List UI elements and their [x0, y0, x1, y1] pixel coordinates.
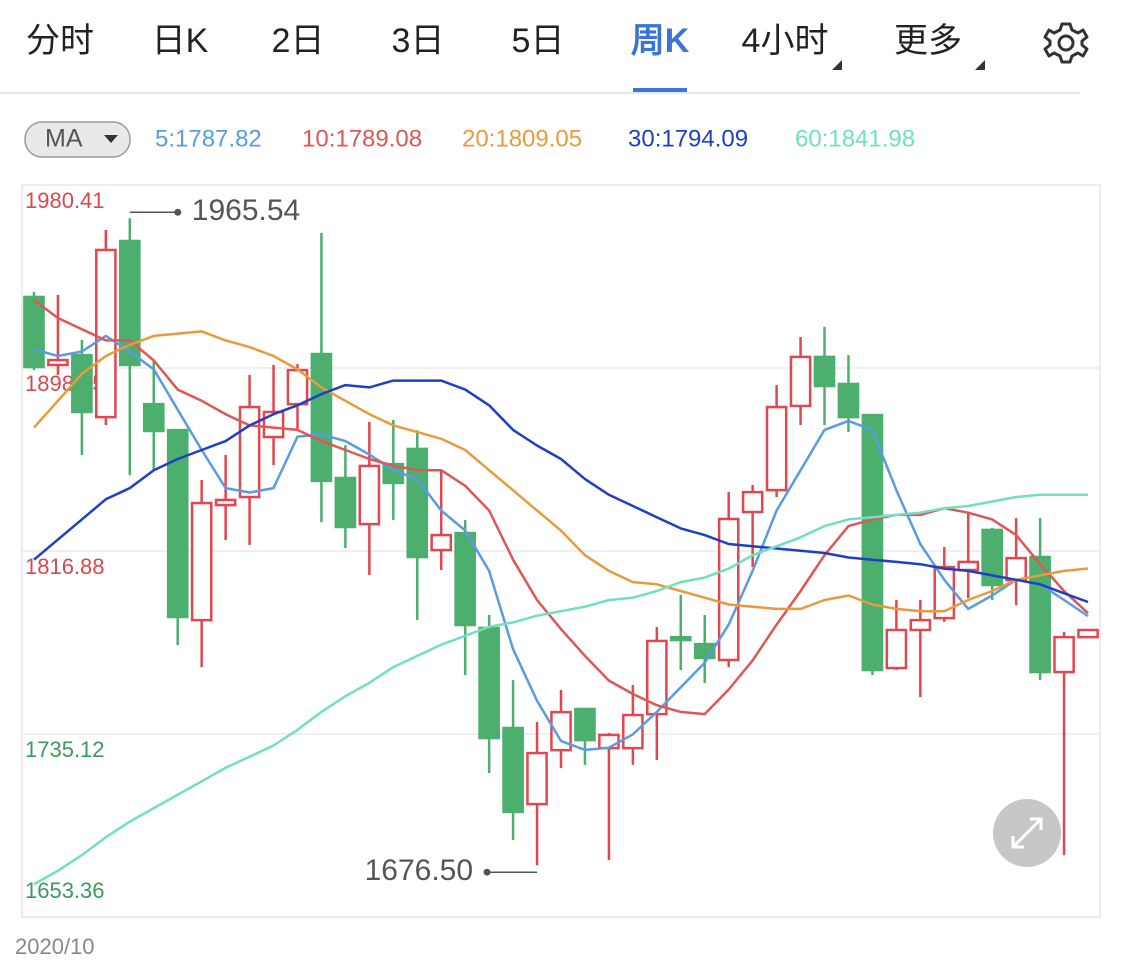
- candle-body: [142, 402, 165, 433]
- candle-body: [861, 413, 884, 672]
- candle-body: [23, 295, 45, 369]
- ma-legend: 20:1809.05: [462, 125, 582, 152]
- candle-body: [885, 628, 908, 670]
- candle-body: [71, 353, 93, 414]
- ma-legend: 5:1787.82: [155, 125, 262, 152]
- candle-body: [669, 635, 692, 642]
- candle-body: [741, 490, 764, 514]
- candle-body: [526, 751, 548, 806]
- low-dot: [483, 868, 491, 876]
- indicator-selector[interactable]: MA: [24, 121, 131, 158]
- candle-body: [598, 733, 620, 750]
- tab-label[interactable]: 日K: [152, 22, 209, 60]
- candle-body: [502, 726, 524, 814]
- selector-pill[interactable]: [24, 121, 131, 158]
- candle-body: [454, 531, 477, 627]
- low-label: 1676.50: [365, 854, 473, 887]
- candle-body: [574, 707, 596, 742]
- candle-body: [47, 358, 69, 367]
- y-tick-label: 1816.88: [25, 554, 105, 579]
- candle-body: [334, 476, 357, 529]
- indicator-label[interactable]: MA: [45, 125, 83, 153]
- candle-body: [1077, 628, 1099, 639]
- settings-icon[interactable]: [1043, 22, 1089, 64]
- candle-body: [981, 528, 1004, 587]
- tab-label[interactable]: 4小时: [742, 22, 829, 60]
- candle-body: [478, 626, 500, 740]
- candle-body: [550, 710, 572, 752]
- candle-body: [190, 501, 213, 622]
- ma-legend: 10:1789.08: [302, 125, 422, 152]
- expand-button[interactable]: [993, 799, 1061, 867]
- tab-label[interactable]: 分时: [26, 22, 94, 60]
- ma-line: [33, 334, 1089, 752]
- candle-body: [645, 639, 668, 716]
- y-tick-label: 1980.41: [25, 188, 105, 213]
- candle-body: [789, 355, 812, 408]
- ma-line: [33, 379, 1089, 604]
- candle-body: [262, 410, 285, 439]
- y-tick-label: 1735.12: [25, 737, 105, 762]
- tab-label[interactable]: 3日: [392, 22, 445, 60]
- candle-body: [813, 355, 836, 388]
- candle-body: [837, 382, 860, 419]
- candle-body: [118, 239, 141, 367]
- high-label: 1965.54: [192, 194, 300, 227]
- ma-legend: 60:1841.98: [795, 125, 915, 152]
- candle-body: [717, 517, 740, 662]
- candle-body: [622, 713, 644, 750]
- tab-label[interactable]: 5日: [512, 22, 565, 60]
- dropdown-corner: [832, 60, 842, 70]
- candle-body: [957, 560, 980, 572]
- candle-body: [765, 405, 788, 492]
- x-tick-label: 2020/10: [15, 934, 95, 959]
- tab-label[interactable]: 更多: [894, 22, 962, 60]
- candle-body: [1005, 556, 1027, 582]
- candle-body: [1053, 635, 1075, 674]
- ma-line: [33, 330, 1089, 613]
- candle-body: [238, 405, 261, 499]
- candle-body: [310, 352, 333, 483]
- tab-label[interactable]: 周K: [631, 22, 690, 60]
- candle-body: [95, 248, 117, 419]
- active-tab-underline: [633, 88, 687, 92]
- dropdown-corner: [975, 60, 985, 70]
- ma-line: [33, 299, 1089, 716]
- ma-line: [33, 493, 1088, 886]
- candle-body: [406, 447, 429, 559]
- tab-label[interactable]: 2日: [272, 22, 325, 60]
- candle-body: [430, 533, 453, 552]
- candle-body: [166, 428, 189, 619]
- candle-body: [909, 618, 932, 632]
- selector-caret: [104, 135, 118, 143]
- ma-legend: 30:1794.09: [628, 125, 748, 152]
- high-dot: [174, 208, 182, 216]
- candle-body: [214, 498, 237, 507]
- candle-body: [358, 464, 381, 526]
